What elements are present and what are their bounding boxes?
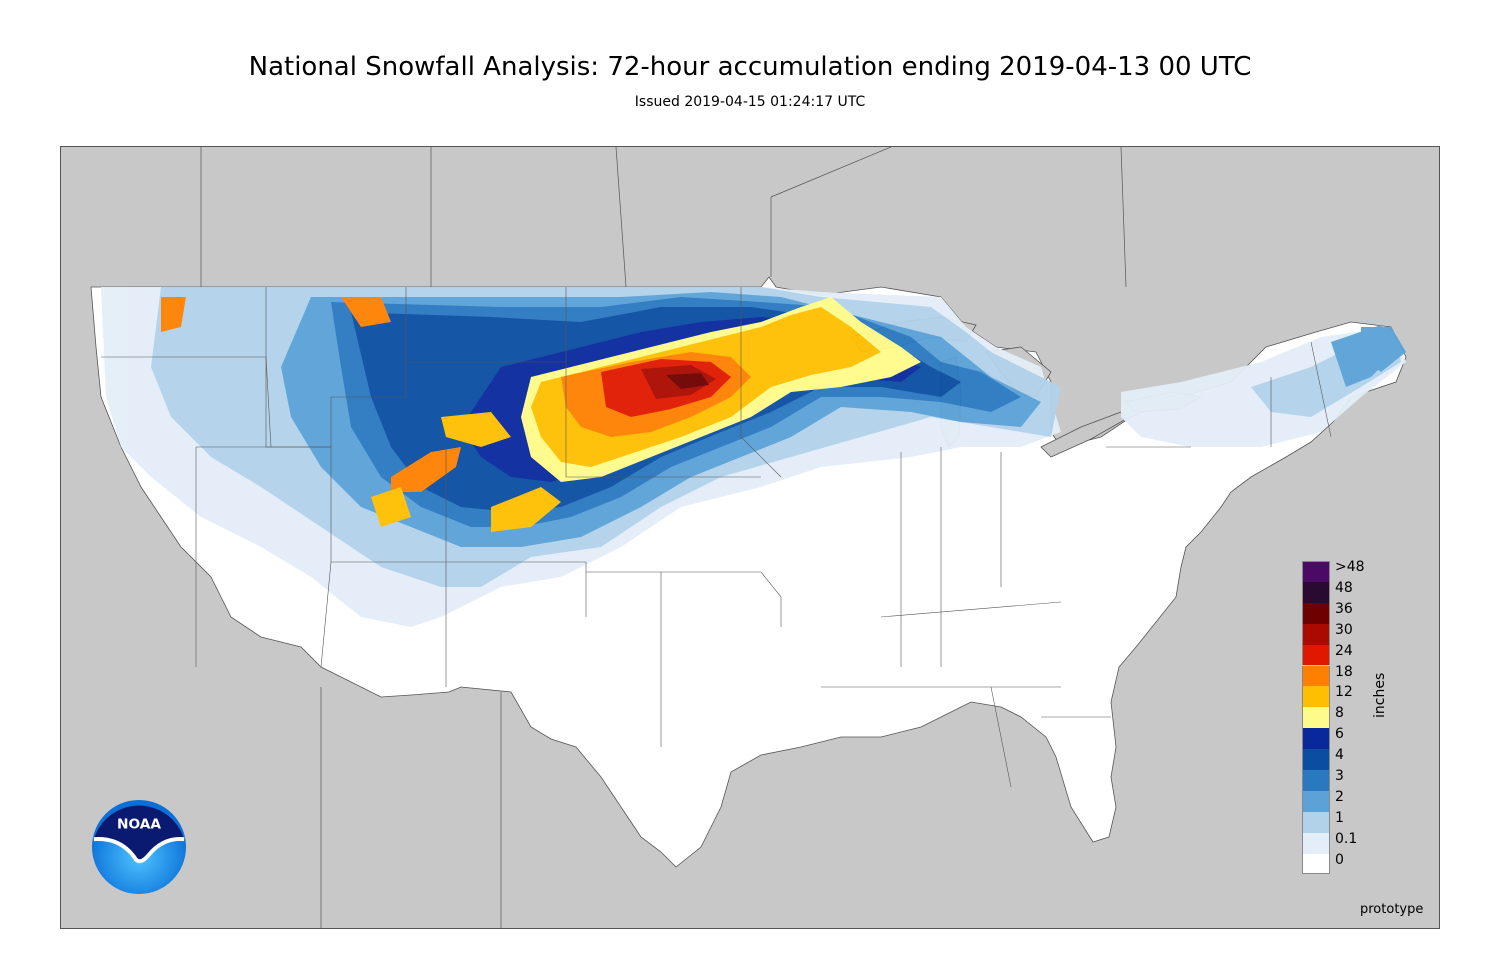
legend-label: 30 [1335,621,1353,638]
legend-unit: inches [1372,672,1388,718]
map-title: National Snowfall Analysis: 72-hour accu… [248,52,1252,82]
legend-label: 4 [1335,747,1344,764]
legend-label: 18 [1335,663,1353,680]
legend-swatch [1302,770,1330,791]
legend-swatch [1302,665,1330,687]
legend-swatch [1302,707,1330,729]
legend-label: 0.1 [1335,830,1358,847]
legend-swatch [1302,749,1330,770]
legend-label: 12 [1335,684,1353,701]
legend-label: 48 [1335,579,1353,596]
prototype-note: prototype [1360,902,1424,917]
legend-swatch [1302,602,1330,624]
legend-label: 1 [1335,809,1344,826]
map-frame [60,146,1440,929]
legend-label: 36 [1335,600,1353,617]
state-boundaries [101,287,1332,788]
legend-swatch [1302,790,1330,812]
legend-label: 3 [1335,768,1344,784]
legend-label: 6 [1335,726,1344,743]
noaa-logo-text: NOAA [117,816,161,832]
legend: >48 48 36 30 24 18 12 8 6 4 3 2 1 0.1 0 [1302,559,1422,875]
legend-swatch [1302,561,1330,582]
issued-timestamp: Issued 2019-04-15 01:24:17 UTC [634,94,866,110]
legend-label: 24 [1335,642,1353,659]
country-boundaries [200,147,1127,928]
noaa-logo: NOAA [91,799,187,895]
snowfall-shading [101,287,1406,627]
legend-swatch [1302,644,1330,666]
legend-label: 8 [1335,705,1344,722]
legend-label: 0 [1335,851,1344,868]
legend-swatch [1302,811,1330,833]
legend-label: >48 [1335,559,1365,575]
legend-swatch [1302,581,1330,603]
legend-swatch [1302,686,1330,708]
legend-label: 2 [1335,788,1344,805]
legend-swatch [1302,623,1330,645]
snowfall-map [90,147,1407,928]
legend-swatch [1302,853,1330,875]
legend-swatch [1302,832,1330,854]
legend-swatch [1302,728,1330,750]
